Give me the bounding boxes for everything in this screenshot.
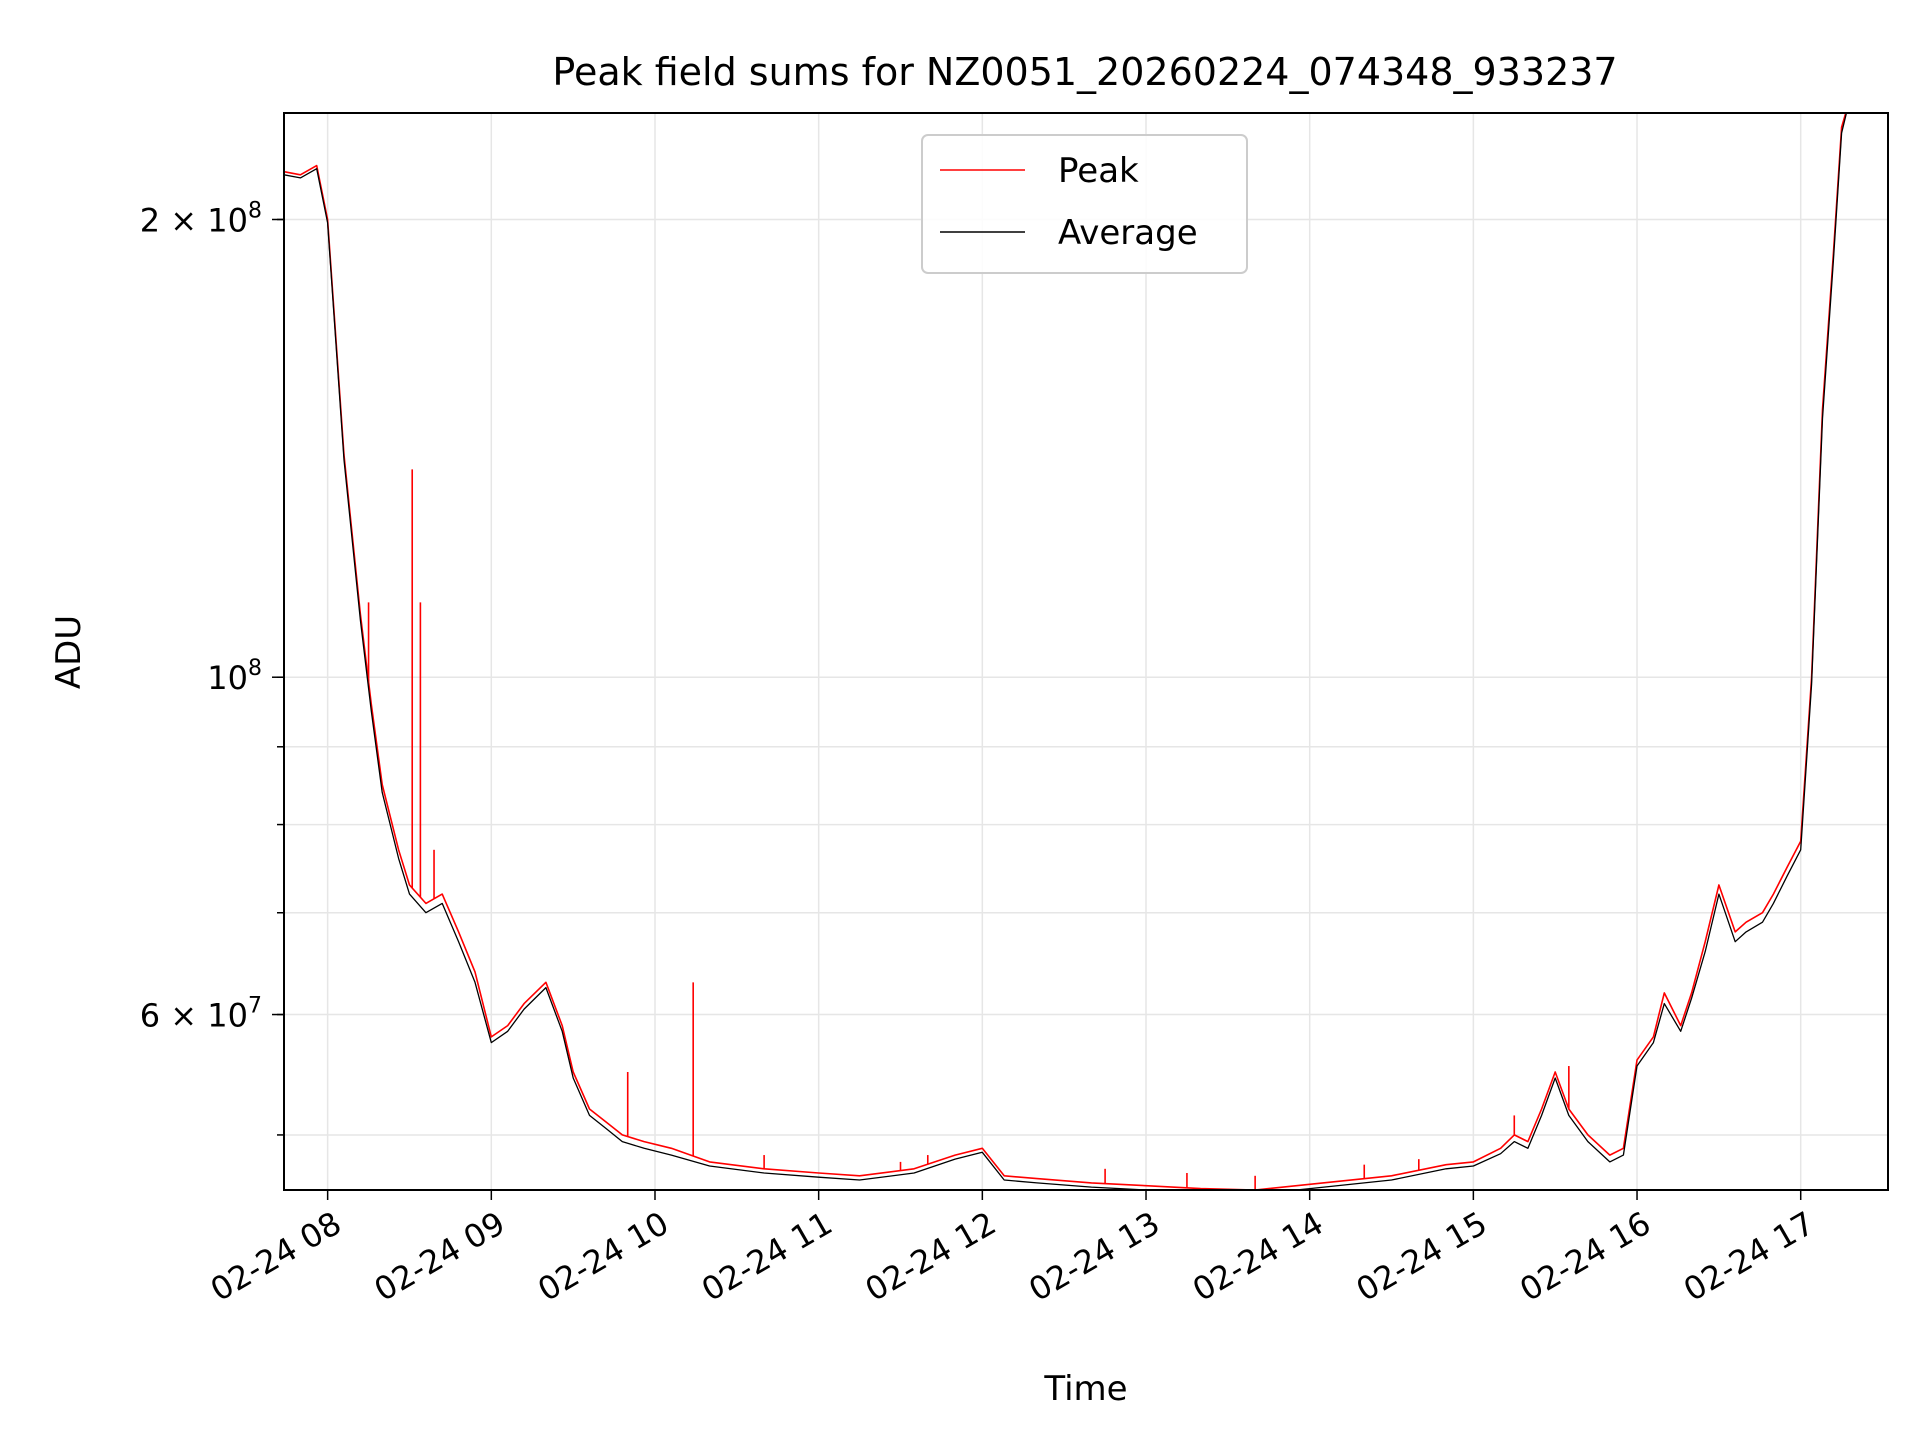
plot-frame	[283, 112, 1889, 1191]
gridlines	[284, 113, 1888, 1190]
chart-title: Peak field sums for NZ0051_20260224_0743…	[552, 50, 1617, 94]
legend: Peak Average	[921, 134, 1248, 274]
x-axis-label: Time	[1043, 1369, 1127, 1409]
y-axis-label: ADU	[49, 615, 89, 689]
series-line-average	[284, 113, 1848, 1190]
y-tick-label: 108	[207, 656, 262, 697]
y-tick-label: 6 × 107	[140, 994, 262, 1035]
y-tick-label: 2 × 108	[140, 198, 262, 239]
legend-peak-label: Peak	[1058, 151, 1139, 191]
series-line-peak	[284, 113, 1847, 1190]
series-layer	[284, 113, 1848, 1190]
legend-average-label: Average	[1058, 213, 1198, 253]
y-axis: 6 × 107 108 2 × 108	[140, 198, 284, 1136]
